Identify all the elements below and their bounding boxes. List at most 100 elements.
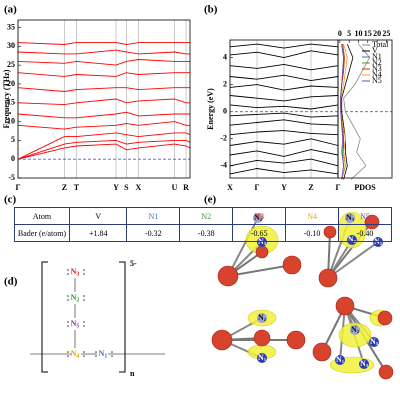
y-tick-label: 0 [11, 154, 15, 163]
band-line [229, 84, 339, 91]
table-cell: -0.65 [232, 224, 287, 242]
v-atom [286, 330, 306, 350]
y-axis-label: Frequency (THz) [2, 69, 11, 128]
y-tick-label: 15 [7, 98, 15, 107]
table-header: Atom V N1 N2 N3 N4 N5 [14, 207, 392, 225]
band-line [229, 168, 339, 175]
x-tick-label: R [183, 183, 189, 192]
n-atom [359, 359, 369, 369]
x-tick-label: Y [281, 183, 287, 192]
atom-index: 3 [76, 272, 79, 278]
table-cell: -0.38 [179, 224, 234, 242]
v-atom [318, 268, 338, 288]
atom-symbol: N [336, 355, 342, 364]
atom-symbol: N [360, 359, 366, 368]
atom-label: N1 [258, 353, 267, 362]
pdos-line [343, 43, 371, 180]
table-cell: N1 [126, 207, 181, 225]
band-line [229, 149, 339, 157]
legend-label: V [372, 46, 378, 55]
y-tick-label: 0 [223, 107, 227, 116]
pdos-line [341, 43, 354, 180]
table-cell: -0.32 [126, 224, 181, 242]
x-tick-label: 25 [382, 29, 390, 38]
x-tick-label: 20 [373, 29, 381, 38]
electron-dot [83, 321, 85, 323]
legend-label: N1 [372, 52, 382, 61]
band-line [229, 50, 339, 59]
x-tick-label: S [124, 183, 129, 192]
atom-label: N4 [71, 349, 80, 360]
y-tick-label: -4 [220, 161, 227, 170]
atom-symbol: N [370, 337, 376, 346]
atom-index: 2 [357, 329, 360, 334]
x-tick-label: 10 [354, 29, 362, 38]
plot-frame [17, 19, 191, 179]
legend-label: N4 [372, 70, 382, 79]
y-axis-label: Energy (eV) [206, 88, 215, 130]
atom-index: 5 [380, 241, 383, 246]
atom-index: 5 [76, 324, 79, 330]
x-tick-label: U [172, 183, 178, 192]
v-atom [217, 265, 239, 287]
panel-label: (b) [204, 4, 218, 16]
n-atom [257, 313, 267, 323]
atom-label: N5 [71, 319, 80, 330]
bader-table: Atom V N1 N2 N3 N4 N5 Bader (e/atom) +1.84 -0.32… [14, 207, 392, 242]
band-line [17, 87, 190, 92]
electron-dot [67, 355, 69, 357]
band-line [229, 74, 339, 82]
atom-label: N3 [71, 267, 80, 278]
band-line [17, 72, 190, 77]
n-atom [335, 355, 345, 365]
band-line [229, 104, 339, 110]
atom-symbol: N [99, 349, 105, 358]
band-line [229, 43, 339, 49]
legend-label: Total [372, 40, 389, 49]
band-line [229, 130, 339, 136]
x-tick-label: X [136, 183, 142, 192]
electron-dot [67, 351, 69, 353]
x-tick-label: 15 [364, 29, 372, 38]
band-line [17, 59, 190, 66]
atom-index: 1 [342, 359, 345, 364]
band-line [17, 111, 190, 119]
band-line [229, 138, 339, 146]
n-atom [257, 353, 267, 363]
band-line [229, 95, 339, 102]
band-line [17, 121, 190, 130]
electron-dot [67, 269, 69, 271]
n-atom [369, 337, 379, 347]
x-tick-label: 5 [347, 29, 351, 38]
electron-dot [111, 351, 113, 353]
table-row: Bader (e/atom) +1.84 -0.32 -0.38 -0.65 -0.10-… [14, 224, 392, 242]
atom-index: 4 [76, 354, 79, 360]
x-tick-label: Y [113, 183, 119, 192]
band-line [17, 143, 191, 160]
electron-dot [83, 269, 85, 271]
table-cell: Bader (e/atom) [14, 224, 70, 242]
electron-dot [83, 273, 85, 275]
electron-dot [67, 273, 69, 275]
atom-label: N3 [360, 359, 369, 368]
pdos-frame [337, 39, 393, 179]
table-cell: N3 [232, 207, 287, 225]
legend-label: N3 [372, 64, 382, 73]
band-line [229, 158, 339, 167]
electron-dot [111, 355, 113, 357]
y-tick-label: -5 [8, 173, 15, 182]
v-atom [335, 296, 355, 316]
v-atom [282, 255, 302, 275]
x-tick-label: Z [308, 183, 313, 192]
atom-index: 3 [264, 241, 267, 246]
electron-dot [67, 321, 69, 323]
charge-label: 5- [130, 259, 137, 268]
panel-label: (c) [4, 194, 17, 206]
atom-symbol: N [71, 267, 77, 276]
atom-symbol: N [258, 353, 264, 362]
band-line [229, 63, 339, 71]
electron-dot [95, 355, 97, 357]
legend-label: N5 [372, 76, 382, 85]
band-line [229, 119, 339, 126]
